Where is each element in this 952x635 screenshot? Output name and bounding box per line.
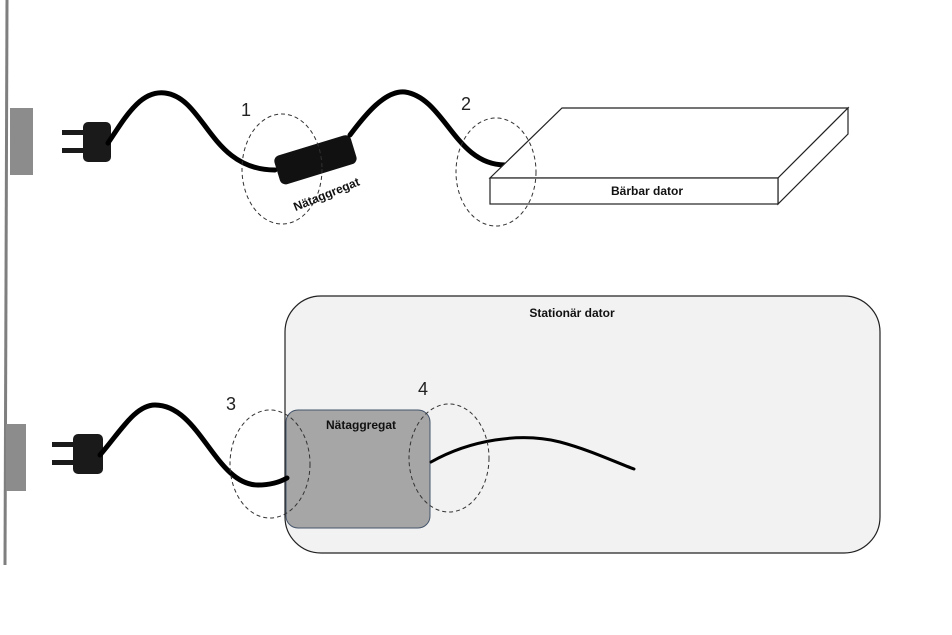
internal-power-supply xyxy=(285,409,431,529)
callout-ellipse-4 xyxy=(408,403,490,513)
wall-outlet-bottom xyxy=(6,424,26,491)
callout-ellipse-2 xyxy=(455,117,537,227)
wall-outlet-top xyxy=(10,108,33,175)
external-power-adapter xyxy=(274,135,357,185)
cable-wall-to-psu xyxy=(97,402,290,488)
wall xyxy=(3,0,33,566)
internal-cable xyxy=(429,436,636,471)
callout-ellipse-3 xyxy=(229,409,311,519)
laptop-label: Bärbar dator xyxy=(611,184,683,198)
callout-number-4: 4 xyxy=(418,379,428,399)
plug-bottom xyxy=(52,434,103,474)
plug-top xyxy=(62,122,111,162)
callout-number-1: 1 xyxy=(241,100,251,120)
desktop-label: Stationär dator xyxy=(529,306,615,320)
cable-adapter-to-laptop xyxy=(347,89,508,168)
laptop xyxy=(488,106,850,206)
desktop-computer xyxy=(284,295,881,554)
external-adapter-label: Nätaggregat xyxy=(291,175,361,214)
internal-psu-label: Nätaggregat xyxy=(326,418,396,432)
callout-ellipse-1 xyxy=(241,113,323,225)
cable-wall-to-adapter xyxy=(105,90,278,173)
callout-number-2: 2 xyxy=(461,94,471,114)
callout-number-3: 3 xyxy=(226,394,236,414)
